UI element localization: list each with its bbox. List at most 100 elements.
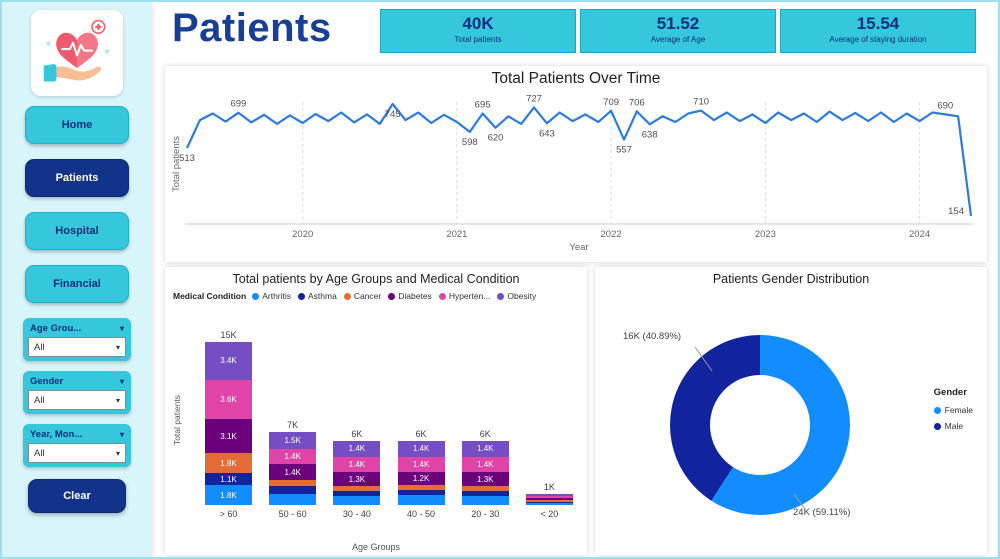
bar-segment-asthma[interactable] <box>525 501 573 503</box>
bar-segment-asthma[interactable] <box>461 490 509 497</box>
gender-legend-items: Female Male <box>933 405 973 431</box>
bar-segment-cancer[interactable] <box>333 486 381 491</box>
bar-segment-asthma[interactable] <box>269 486 317 494</box>
kpi-card-average-stay: 15.54 Average of staying duration <box>780 9 976 53</box>
legend-item-cancer[interactable]: Cancer <box>343 291 381 301</box>
legend-item-asthma[interactable]: Asthma <box>298 291 337 301</box>
bar-chart-x-axis-label: Age Groups <box>351 542 401 552</box>
clear-button[interactable]: Clear <box>28 479 126 513</box>
legend-item-diabetes[interactable]: Diabetes <box>388 291 432 301</box>
legend-item-female[interactable]: Female <box>933 405 973 415</box>
svg-text:695: 695 <box>475 100 491 111</box>
bar-segment-hyperten[interactable] <box>525 495 573 499</box>
slicer-gender-select[interactable]: All ▾ <box>28 390 126 410</box>
bar-segment-diabetes[interactable]: 1.4K <box>269 464 317 480</box>
bar-segment-cancer[interactable] <box>525 500 573 502</box>
sidebar-item-patients[interactable]: Patients <box>25 159 129 197</box>
bar-chart-legend-title: Medical Condition <box>173 291 247 301</box>
legend-label: Asthma <box>308 291 337 301</box>
slicer-year-month-select[interactable]: All ▾ <box>28 443 126 463</box>
bar-category-label: < 20 <box>540 509 559 519</box>
bar-total-label: 1K <box>543 482 555 493</box>
svg-text:706: 706 <box>629 97 645 108</box>
bar-segment-arthritis[interactable] <box>461 496 509 505</box>
bar-segment-hyperten[interactable]: 1.4K <box>397 456 445 473</box>
bar-chart-bars: 15K 1.8K 1.1K 1.8K 3.1K 3.6K 3.4K > 60 7K 1.4K 1.4… <box>205 319 573 521</box>
slicer-year-month-header[interactable]: Year, Mon... ▾ <box>28 428 126 443</box>
bar-segment-obesity[interactable]: 1.4K <box>397 441 445 457</box>
svg-text:2023: 2023 <box>755 229 776 240</box>
slicer-age-group-select[interactable]: All ▾ <box>28 337 126 357</box>
bar-segment-arthritis[interactable] <box>333 496 381 505</box>
bar-segment-diabetes[interactable]: 1.3K <box>333 472 381 487</box>
bar-category-label: 30 - 40 <box>342 509 371 519</box>
legend-item-male[interactable]: Male <box>933 421 973 431</box>
slicer-label: Age Grou... <box>30 323 82 334</box>
chevron-down-icon: ▾ <box>115 448 120 458</box>
line-chart-canvas[interactable]: 2020 2021 2022 2023 2024 513 699 745 598 695 620 72… <box>171 90 981 256</box>
sidebar-item-label: Patients <box>55 172 99 184</box>
bar-segment-diabetes[interactable]: 1.2K <box>397 472 445 486</box>
bar-category-label: 50 - 60 <box>278 509 307 519</box>
gender-legend: Gender Female Male <box>933 387 973 437</box>
donut[interactable] <box>670 335 850 515</box>
legend-label: Male <box>944 421 964 431</box>
bar-column[interactable]: 6K 1.3K 1.4K 1.4K 30 - 40 <box>333 429 381 521</box>
bar-segment-cancer[interactable] <box>397 485 445 490</box>
bar-segment-hyperten[interactable]: 1.4K <box>269 448 317 465</box>
bar-segment-obesity[interactable]: 1.5K <box>269 432 317 449</box>
bar-segment-asthma[interactable]: 1.1K <box>205 473 252 486</box>
bar-column[interactable]: 15K 1.8K 1.1K 1.8K 3.1K 3.6K 3.4K > 60 <box>205 330 252 521</box>
donut-label-female: 24K (59.11%) <box>793 507 851 518</box>
bar-segment-cancer[interactable] <box>461 486 509 491</box>
bar-segment-arthritis[interactable] <box>269 494 317 505</box>
bar-column[interactable]: 1K < 20 <box>525 482 573 521</box>
bar-segment-asthma[interactable] <box>397 489 445 496</box>
slicer-age-group-header[interactable]: Age Grou... ▾ <box>28 322 126 337</box>
bar-segment-diabetes[interactable] <box>525 498 573 501</box>
bar-total-label: 6K <box>351 429 363 440</box>
legend-item-obesity[interactable]: Obesity <box>497 291 536 301</box>
sidebar-item-home[interactable]: Home <box>25 106 129 144</box>
bar-segment-obesity[interactable] <box>525 494 573 496</box>
svg-text:154: 154 <box>948 206 964 217</box>
legend-dot <box>438 292 446 300</box>
bar-segment-obesity[interactable]: 1.4K <box>461 441 509 457</box>
bar-stack <box>525 494 573 505</box>
donut-chart-panel: Patients Gender Distribution 16K (40.89%… <box>595 267 987 555</box>
bar-segment-arthritis[interactable] <box>525 502 573 505</box>
bar-segment-obesity[interactable]: 1.4K <box>333 441 381 457</box>
bar-stack: 1.3K 1.4K 1.4K <box>461 441 509 505</box>
page-title: Patients <box>172 6 332 50</box>
bar-segment-diabetes[interactable]: 3.1K <box>205 419 252 454</box>
bar-segment-diabetes[interactable]: 1.3K <box>461 472 509 487</box>
bar-segment-arthritis[interactable] <box>397 495 445 505</box>
bar-segment-hyperten[interactable]: 1.4K <box>333 456 381 473</box>
bar-segment-asthma[interactable] <box>333 490 381 497</box>
svg-text:690: 690 <box>937 100 953 111</box>
bar-segment-cancer[interactable]: 1.8K <box>205 453 252 474</box>
bar-column[interactable]: 6K 1.3K 1.4K 1.4K 20 - 30 <box>461 429 509 521</box>
heart-in-hand-icon <box>43 19 110 82</box>
app-logo <box>31 10 123 96</box>
svg-text:643: 643 <box>539 128 555 139</box>
bar-segment-obesity[interactable]: 3.4K <box>205 342 252 380</box>
svg-text:Total patients: Total patients <box>171 136 182 192</box>
line-chart-title: Total Patients Over Time <box>491 70 661 87</box>
bar-column[interactable]: 7K 1.4K 1.4K 1.5K 50 - 60 <box>269 420 317 521</box>
sidebar-item-hospital[interactable]: Hospital <box>25 212 129 250</box>
sidebar-item-financial[interactable]: Financial <box>25 265 129 303</box>
bar-column[interactable]: 6K 1.2K 1.4K 1.4K 40 - 50 <box>397 429 445 521</box>
bar-chart-title: Total patients by Age Groups and Medical… <box>232 272 520 286</box>
bar-segment-hyperten[interactable]: 1.4K <box>461 456 509 473</box>
bar-segment-cancer[interactable] <box>269 479 317 487</box>
bar-chart-panel: Total patients by Age Groups and Medical… <box>165 267 587 555</box>
bar-stack: 1.8K 1.1K 1.8K 3.1K 3.6K 3.4K <box>205 342 252 505</box>
legend-item-arthritis[interactable]: Arthritis <box>252 291 291 301</box>
bar-segment-arthritis[interactable]: 1.8K <box>205 485 252 505</box>
bar-segment-hyperten[interactable]: 3.6K <box>205 379 252 420</box>
legend-label: Arthritis <box>262 291 292 301</box>
legend-item-hyperten[interactable]: Hyperten... <box>438 291 490 301</box>
slicer-gender-header[interactable]: Gender ▾ <box>28 375 126 390</box>
line-chart-panel: Total Patients Over Time 2020 2021 2022 202… <box>165 66 987 262</box>
